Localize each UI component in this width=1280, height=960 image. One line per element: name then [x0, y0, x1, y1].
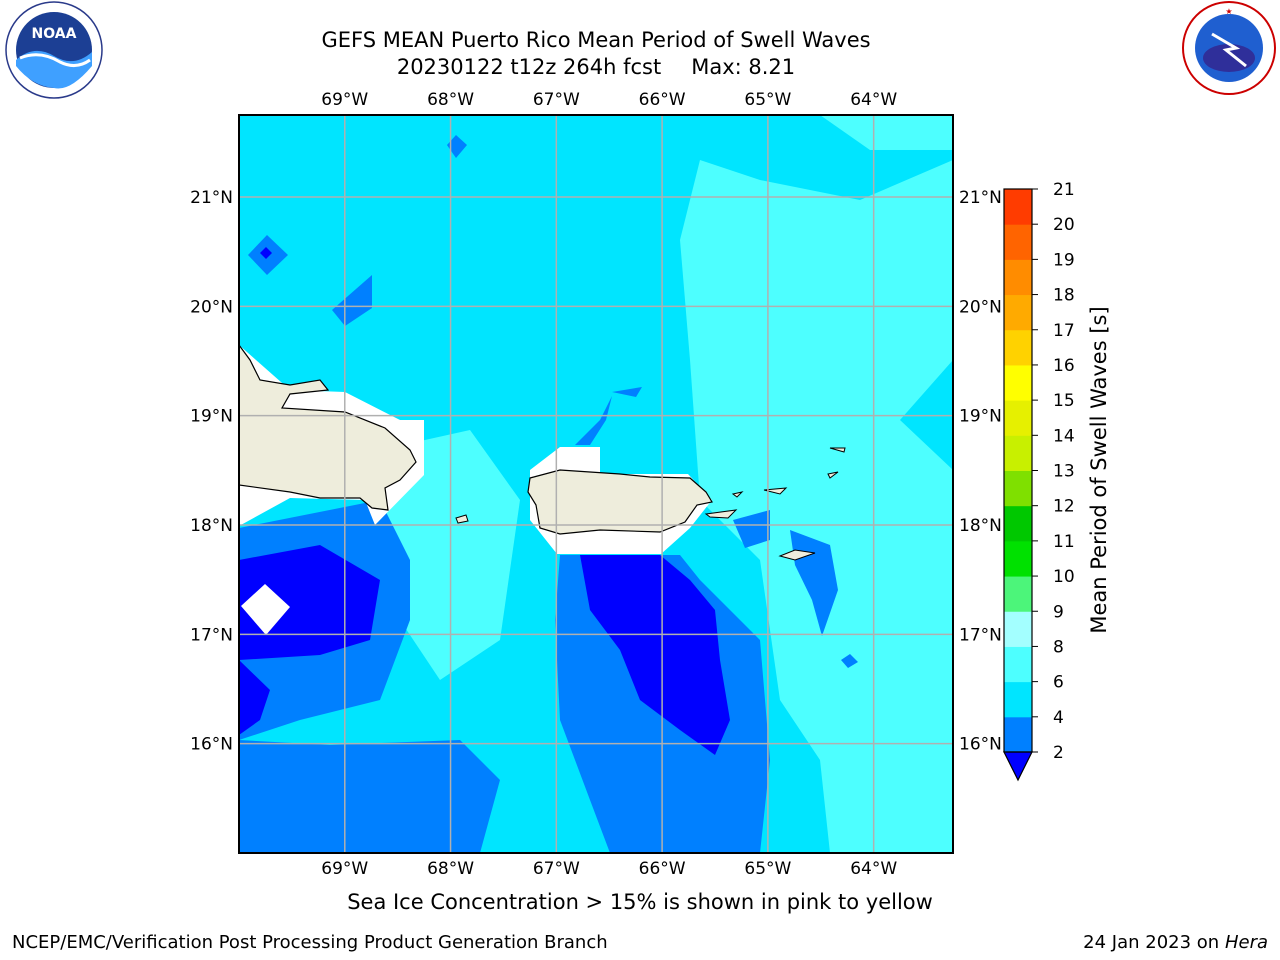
- colorbar-segment: [1004, 540, 1032, 577]
- colorbar-segment: [1004, 189, 1032, 225]
- contour-region: [447, 135, 467, 158]
- colorbar-segment: [1004, 646, 1032, 683]
- colorbar-extend-min: [1003, 751, 1033, 782]
- lon-tick-label-top: 69°W: [321, 90, 368, 110]
- lat-tick-label-left: 17°N: [190, 625, 233, 645]
- puerto-rico-land: [527, 469, 713, 535]
- colorbar-tick-label: 19: [1053, 250, 1075, 270]
- contour-region: [841, 654, 858, 668]
- island: [731, 491, 744, 498]
- lat-tick-label-left: 20°N: [190, 297, 233, 317]
- island: [455, 514, 469, 524]
- colorbar-tick-label: 16: [1053, 356, 1075, 376]
- chart-subtitle: 20230122 t12z 264h fcst Max: 8.21: [0, 54, 1192, 80]
- forecast-date: 20230122 t12z 264h fcst: [396, 55, 662, 79]
- contour-region: [580, 555, 730, 755]
- lat-tick-label-left: 16°N: [190, 735, 233, 755]
- colorbar-tick-label: 20: [1053, 215, 1075, 235]
- lon-tick-label-top: 68°W: [427, 90, 474, 110]
- contour-region: [575, 396, 612, 445]
- colorbar-tick-label: 14: [1053, 426, 1075, 446]
- colorbar-segment: [1004, 364, 1032, 401]
- lon-tick-label-bottom: 65°W: [744, 859, 791, 879]
- lon-tick-label-bottom: 66°W: [639, 859, 686, 879]
- island: [704, 509, 738, 519]
- map-panel: 69°W 69°W 68°W 68°W 67°W 67°W 66°W 66°W 65°W 65°W…: [190, 90, 1002, 879]
- colorbar: 2 4 6 8 9 10 11 12 13 14 15 16 17 18 19 20 21 Mean Perio…: [1003, 180, 1111, 782]
- lat-tick-label-right: 20°N: [959, 297, 1002, 317]
- generation-info: 24 Jan 2023 on Hera: [1083, 932, 1268, 953]
- colorbar-tick-label: 17: [1053, 321, 1075, 341]
- nws-logo: ★: [1182, 1, 1276, 95]
- contour-region: [239, 740, 500, 853]
- colorbar-segment: [1004, 576, 1032, 612]
- island: [763, 487, 788, 495]
- colorbar-tick-label: 10: [1053, 567, 1075, 587]
- contour-region: [260, 247, 272, 259]
- max-value: Max: 8.21: [691, 55, 796, 79]
- host-name: Hera: [1224, 932, 1268, 953]
- island: [829, 447, 846, 453]
- lat-tick-label-left: 21°N: [190, 188, 233, 208]
- contour-region: [680, 160, 953, 853]
- branch-credit: NCEP/EMC/Verification Post Processing Pr…: [12, 932, 608, 953]
- sea-ice-note: Sea Ice Concentration > 15% is shown in …: [347, 890, 933, 914]
- island: [778, 549, 816, 561]
- colorbar-segment: [1004, 681, 1032, 718]
- colorbar-segment: [1004, 400, 1032, 436]
- lat-tick-label-left: 19°N: [190, 407, 233, 427]
- lon-tick-label-top: 64°W: [850, 90, 897, 110]
- colorbar-tick-label: 2: [1053, 743, 1064, 763]
- colorbar-title: Mean Period of Swell Waves [s]: [1087, 306, 1111, 633]
- island: [827, 471, 839, 479]
- contour-region: [332, 275, 372, 326]
- colorbar-tick-label: 18: [1053, 286, 1075, 306]
- colorbar-segment: [1004, 224, 1032, 260]
- noaa-logo: NOAA: [5, 1, 103, 99]
- colorbar-segment: [1004, 505, 1032, 542]
- hispaniola-land: [238, 343, 417, 511]
- contour-region: [820, 115, 953, 150]
- colorbar-tick-label: 9: [1053, 602, 1064, 622]
- contour-region: [241, 584, 290, 635]
- colorbar-segment: [1004, 259, 1032, 296]
- svg-text:★: ★: [1225, 7, 1232, 16]
- colorbar-tick-label: 12: [1053, 497, 1075, 517]
- colorbar-tick-label: 11: [1053, 532, 1075, 552]
- contour-region: [239, 660, 270, 735]
- lon-tick-label-bottom: 69°W: [321, 859, 368, 879]
- map-frame: [238, 114, 954, 854]
- colorbar-segment: [1004, 716, 1032, 753]
- lat-tick-label-right: 16°N: [959, 735, 1002, 755]
- colorbar-segment: [1004, 329, 1032, 366]
- contour-region: [612, 387, 642, 397]
- generation-date: 24 Jan 2023 on: [1083, 932, 1220, 953]
- colorbar-tick-label: 8: [1053, 637, 1064, 657]
- lon-tick-label-bottom: 64°W: [850, 859, 897, 879]
- colorbar-segment: [1004, 611, 1032, 647]
- lat-tick-label-right: 18°N: [959, 516, 1002, 536]
- colorbar-tick-label: 15: [1053, 391, 1075, 411]
- chart-title: GEFS MEAN Puerto Rico Mean Period of Swe…: [321, 28, 871, 52]
- colorbar-tick-label: 4: [1053, 708, 1064, 728]
- noaa-logo-text: NOAA: [32, 26, 77, 42]
- lon-tick-label-bottom: 67°W: [533, 859, 580, 879]
- lat-tick-label-right: 19°N: [959, 407, 1002, 427]
- colorbar-segment: [1004, 435, 1032, 471]
- colorbar-segment: [1004, 470, 1032, 507]
- colorbar-tick-label: 21: [1053, 180, 1075, 200]
- lon-tick-label-top: 65°W: [744, 90, 791, 110]
- lon-tick-label-top: 67°W: [533, 90, 580, 110]
- lon-tick-label-top: 66°W: [639, 90, 686, 110]
- lat-tick-label-right: 21°N: [959, 188, 1002, 208]
- colorbar-segment: [1004, 294, 1032, 331]
- colorbar-tick-label: 6: [1053, 673, 1064, 693]
- lat-tick-label-left: 18°N: [190, 516, 233, 536]
- lon-tick-label-bottom: 68°W: [427, 859, 474, 879]
- contour-region: [733, 510, 770, 548]
- lat-tick-label-right: 17°N: [959, 625, 1002, 645]
- colorbar-tick-label: 13: [1053, 462, 1075, 482]
